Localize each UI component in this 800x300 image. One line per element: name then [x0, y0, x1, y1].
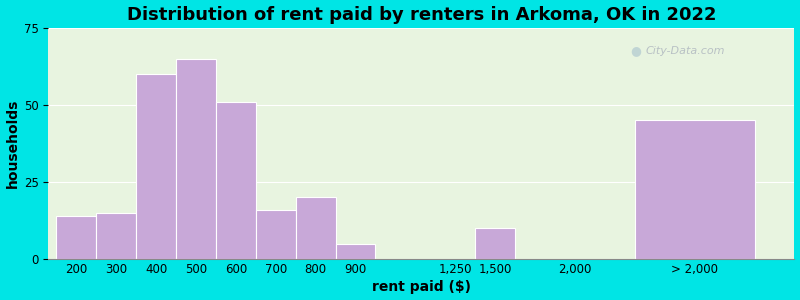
Bar — [56, 216, 96, 259]
Bar — [216, 102, 256, 259]
Text: City-Data.com: City-Data.com — [646, 46, 725, 56]
Bar — [136, 74, 176, 259]
Bar — [96, 213, 136, 259]
Bar — [335, 244, 375, 259]
X-axis label: rent paid ($): rent paid ($) — [372, 280, 471, 294]
Bar — [176, 59, 216, 259]
Bar — [256, 210, 296, 259]
Bar — [296, 197, 335, 259]
Bar — [635, 120, 754, 259]
Title: Distribution of rent paid by renters in Arkoma, OK in 2022: Distribution of rent paid by renters in … — [126, 6, 716, 24]
Text: ●: ● — [630, 44, 641, 58]
Y-axis label: households: households — [6, 99, 19, 188]
Bar — [475, 228, 515, 259]
